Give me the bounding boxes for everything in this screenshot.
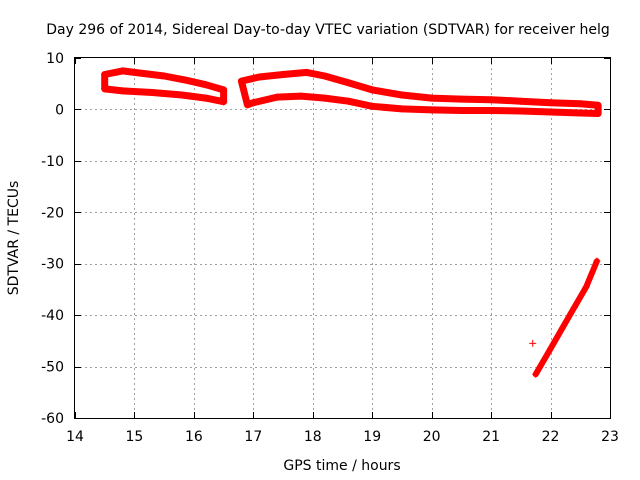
plot-frame (74, 57, 611, 419)
data-point-marker (119, 87, 127, 95)
data-point-marker (303, 68, 311, 76)
data-point-marker (178, 91, 186, 99)
data-point-marker (148, 88, 156, 96)
data-point-marker (237, 77, 245, 85)
data-point-marker (368, 102, 376, 110)
data-point-marker (368, 86, 376, 94)
data-point-marker (202, 81, 210, 89)
data-point-marker (558, 324, 566, 332)
data-point-marker (582, 283, 590, 291)
data-point-marker (255, 73, 263, 81)
data-point-marker (321, 94, 329, 102)
data-point-marker (576, 109, 584, 117)
y-tick-label: 10 (46, 51, 64, 67)
data-point-marker (457, 106, 465, 114)
axis-ticks (75, 58, 611, 419)
data-point-marker (398, 105, 406, 113)
data-point-marker (428, 94, 436, 102)
data-point-marker (570, 303, 578, 311)
y-tick-label: 0 (55, 102, 64, 118)
data-point-marker (101, 85, 109, 93)
data-markers (101, 67, 602, 378)
x-tick-label: 18 (304, 429, 322, 445)
x-tick-label: 23 (601, 429, 619, 445)
data-point-marker (249, 99, 257, 107)
data-point-marker (130, 68, 138, 76)
y-tick-label: -40 (41, 308, 64, 324)
x-tick-label: 19 (363, 429, 381, 445)
data-point-marker (273, 93, 281, 101)
data-point-marker (576, 100, 584, 108)
data-band-1 (237, 68, 602, 117)
x-tick-label: 22 (542, 429, 560, 445)
data-point-marker (457, 95, 465, 103)
data-bands (101, 67, 602, 378)
data-point-marker (593, 257, 601, 265)
data-point-marker (160, 72, 168, 80)
data-point-marker (487, 96, 495, 104)
data-point-marker (517, 107, 525, 115)
y-tick-label: -10 (41, 154, 64, 170)
y-tick-label: -30 (41, 257, 64, 273)
data-point-marker (184, 77, 192, 85)
data-point-marker (532, 370, 540, 378)
data-point-marker (529, 339, 537, 347)
data-point-marker (398, 91, 406, 99)
data-point-marker (344, 97, 352, 105)
x-tick-label: 17 (244, 429, 262, 445)
data-point-marker (428, 106, 436, 114)
data-point-marker (594, 110, 602, 118)
data-point-marker (243, 101, 251, 109)
data-point-marker (547, 108, 555, 116)
x-axis-label: GPS time / hours (283, 458, 400, 474)
data-point-marker (344, 79, 352, 87)
y-tick-label: -60 (41, 411, 64, 427)
y-tick-labels: 10 0 -10 -20 -30 -40 -50 -60 (41, 51, 64, 427)
data-point-marker (220, 98, 228, 106)
x-tick-label: 14 (66, 429, 84, 445)
x-tick-labels: 14 15 16 17 18 19 20 21 22 23 (66, 429, 619, 445)
data-point-marker (547, 345, 555, 353)
x-tick-label: 15 (126, 429, 144, 445)
y-tick-label: -50 (41, 360, 64, 376)
chart-title: Day 296 of 2014, Sidereal Day-to-day VTE… (46, 22, 609, 38)
data-point-marker (119, 67, 127, 75)
data-point-marker (220, 86, 228, 94)
y-tick-label: -20 (41, 205, 64, 221)
data-point-marker (101, 70, 109, 78)
x-tick-label: 21 (482, 429, 500, 445)
grid-lines (75, 58, 610, 418)
data-point-marker (594, 101, 602, 109)
data-point-marker (547, 99, 555, 107)
data-point-marker (321, 72, 329, 80)
data-point-marker (202, 94, 210, 102)
data-point-marker (517, 97, 525, 105)
data-point-marker (279, 70, 287, 78)
x-tick-label: 20 (423, 429, 441, 445)
x-tick-label: 16 (185, 429, 203, 445)
data-point-marker (487, 106, 495, 114)
data-track-2 (532, 258, 600, 378)
data-band-0 (101, 67, 228, 106)
data-point-marker (297, 92, 305, 100)
y-axis-label: SDTVAR / TECUs (6, 181, 22, 296)
